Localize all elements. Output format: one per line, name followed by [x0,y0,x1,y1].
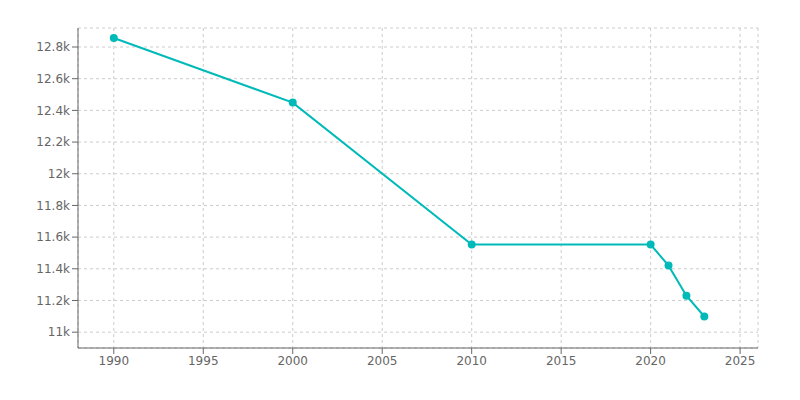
svg-text:11.2k: 11.2k [36,294,70,308]
svg-text:12.8k: 12.8k [36,40,70,54]
svg-text:2005: 2005 [367,354,398,368]
svg-text:11.4k: 11.4k [36,262,70,276]
svg-text:1990: 1990 [99,354,130,368]
svg-text:2015: 2015 [546,354,577,368]
svg-text:1995: 1995 [188,354,219,368]
svg-text:2020: 2020 [635,354,666,368]
svg-text:2000: 2000 [277,354,308,368]
svg-text:12.2k: 12.2k [36,135,70,149]
svg-text:2025: 2025 [725,354,756,368]
svg-text:12k: 12k [48,167,70,181]
svg-text:11k: 11k [48,325,70,339]
svg-text:12.4k: 12.4k [36,104,70,118]
svg-text:11.8k: 11.8k [36,199,70,213]
svg-text:2010: 2010 [456,354,487,368]
svg-text:12.6k: 12.6k [36,72,70,86]
svg-text:11.6k: 11.6k [36,230,70,244]
